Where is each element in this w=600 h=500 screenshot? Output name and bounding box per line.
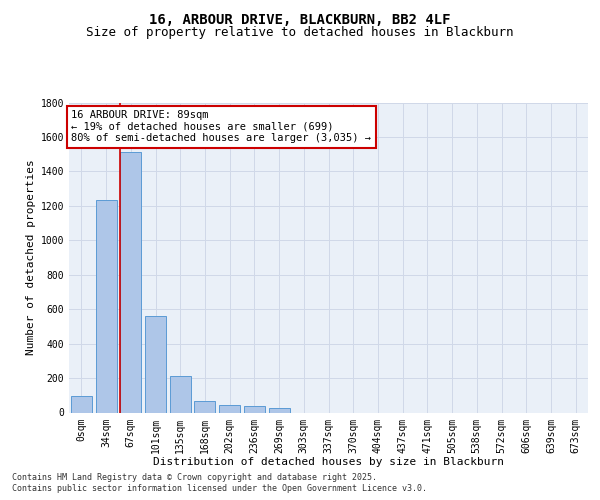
Text: 16, ARBOUR DRIVE, BLACKBURN, BB2 4LF: 16, ARBOUR DRIVE, BLACKBURN, BB2 4LF bbox=[149, 12, 451, 26]
Text: Size of property relative to detached houses in Blackburn: Size of property relative to detached ho… bbox=[86, 26, 514, 39]
Bar bbox=[71, 396, 92, 412]
X-axis label: Distribution of detached houses by size in Blackburn: Distribution of detached houses by size … bbox=[153, 457, 504, 467]
Bar bbox=[145, 316, 166, 412]
Bar bbox=[170, 376, 191, 412]
Bar bbox=[120, 152, 141, 412]
Bar bbox=[244, 406, 265, 412]
Text: 16 ARBOUR DRIVE: 89sqm
← 19% of detached houses are smaller (699)
80% of semi-de: 16 ARBOUR DRIVE: 89sqm ← 19% of detached… bbox=[71, 110, 371, 144]
Text: Contains public sector information licensed under the Open Government Licence v3: Contains public sector information licen… bbox=[12, 484, 427, 493]
Bar bbox=[219, 405, 240, 412]
Text: Contains HM Land Registry data © Crown copyright and database right 2025.: Contains HM Land Registry data © Crown c… bbox=[12, 472, 377, 482]
Y-axis label: Number of detached properties: Number of detached properties bbox=[26, 160, 37, 356]
Bar bbox=[95, 200, 116, 412]
Bar bbox=[269, 408, 290, 412]
Bar bbox=[194, 402, 215, 412]
